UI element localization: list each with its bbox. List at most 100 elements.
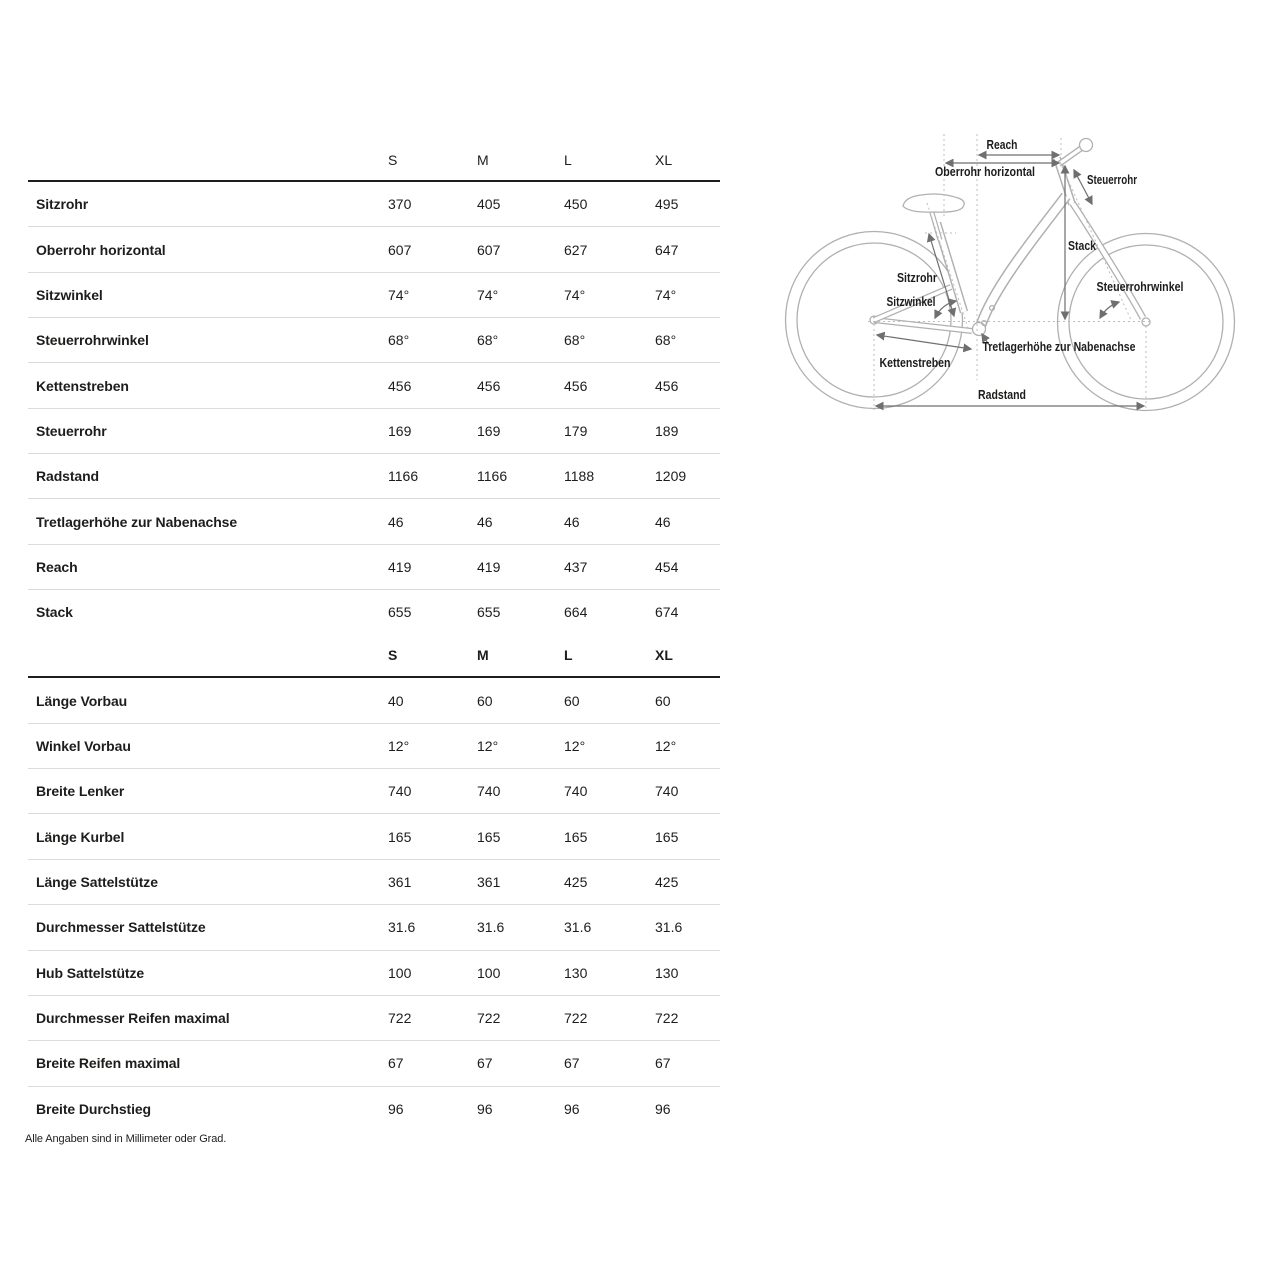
row-value: 31.6 bbox=[477, 919, 505, 936]
row-value: 425 bbox=[564, 873, 588, 890]
table-row: Radstand 1166 1166 1188 1209 bbox=[28, 453, 720, 498]
row-value: 740 bbox=[655, 783, 679, 800]
table-row: Sitzrohr 370 405 450 495 bbox=[28, 182, 720, 226]
row-value: 31.6 bbox=[655, 919, 683, 936]
row-label: Radstand bbox=[36, 468, 99, 485]
row-value: 1209 bbox=[655, 468, 687, 485]
tretlagerhoehe-pointer bbox=[981, 332, 990, 346]
row-label: Breite Lenker bbox=[36, 783, 125, 800]
diagram-labels: Reach Oberrohr horizontal Steuerrohr Sta… bbox=[880, 137, 1184, 402]
stem-handlebar bbox=[1057, 137, 1094, 167]
table-row: Reach 419 419 437 454 bbox=[28, 543, 720, 589]
row-value: 456 bbox=[564, 377, 588, 394]
reach-label: Reach bbox=[987, 137, 1018, 152]
saddle bbox=[902, 193, 965, 213]
row-value: 664 bbox=[564, 604, 588, 621]
chainstay bbox=[873, 317, 973, 334]
row-label: Breite Durchstieg bbox=[36, 1100, 151, 1117]
row-value: 46 bbox=[388, 513, 404, 530]
radstand-label: Radstand bbox=[978, 387, 1026, 402]
row-value: 74° bbox=[477, 286, 499, 303]
table-row: Sitzwinkel 74° 74° 74° 74° bbox=[28, 271, 720, 317]
row-value: 722 bbox=[477, 1010, 501, 1027]
size-header-s: S bbox=[388, 647, 398, 664]
steuerrohr-arrow bbox=[1073, 168, 1093, 206]
tretlagerhoehe-label: Tretlagerhöhe zur Nabenachse bbox=[983, 339, 1136, 354]
geometry-table: S M L XL Sitzrohr 370 405 450 495 Oberrohr horizo… bbox=[28, 140, 720, 1131]
kettenstreben-label: Kettenstreben bbox=[880, 355, 951, 370]
table-row: Durchmesser Reifen maximal 722 722 722 722 bbox=[28, 994, 720, 1040]
rear-wheel-tire bbox=[784, 230, 964, 410]
table-row: Breite Durchstieg 96 96 96 96 bbox=[28, 1085, 720, 1131]
size-header-m: M bbox=[477, 152, 489, 168]
row-value: 165 bbox=[655, 828, 679, 845]
row-value: 12° bbox=[655, 737, 677, 754]
front-wheel-tire bbox=[1056, 232, 1236, 412]
row-value: 655 bbox=[477, 604, 501, 621]
row-value: 96 bbox=[564, 1100, 580, 1117]
table-row: Steuerrohr 169 169 179 189 bbox=[28, 407, 720, 453]
row-value: 189 bbox=[655, 422, 679, 439]
row-value: 31.6 bbox=[564, 919, 592, 936]
row-value: 722 bbox=[655, 1010, 679, 1027]
stack-label: Stack bbox=[1068, 238, 1097, 253]
row-value: 12° bbox=[388, 737, 410, 754]
row-value: 60 bbox=[655, 692, 671, 709]
table-row: Oberrohr horizontal 607 607 627 647 bbox=[28, 226, 720, 271]
table-row: Durchmesser Sattelstütze 31.6 31.6 31.6 31.6 bbox=[28, 904, 720, 949]
row-value: 454 bbox=[655, 558, 679, 575]
row-label: Durchmesser Sattelstütze bbox=[36, 919, 206, 936]
row-value: 67 bbox=[477, 1055, 493, 1072]
row-value: 74° bbox=[564, 286, 586, 303]
footnote: Alle Angaben sind in Millimeter oder Gra… bbox=[25, 1133, 227, 1145]
component-rows: Länge Vorbau 40 60 60 60 Winkel Vorbau 12° 12° 1… bbox=[28, 678, 720, 1130]
row-label: Breite Reifen maximal bbox=[36, 1055, 181, 1072]
row-label: Winkel Vorbau bbox=[36, 737, 131, 754]
row-value: 68° bbox=[477, 332, 499, 349]
bike-line-art bbox=[784, 137, 1236, 412]
row-value: 456 bbox=[655, 377, 679, 394]
row-value: 425 bbox=[655, 873, 679, 890]
row-value: 74° bbox=[388, 286, 410, 303]
row-value: 100 bbox=[388, 964, 412, 981]
table-row: Länge Sattelstütze 361 361 425 425 bbox=[28, 858, 720, 904]
table-row: Breite Reifen maximal 67 67 67 67 bbox=[28, 1040, 720, 1085]
row-value: 1166 bbox=[388, 468, 419, 485]
row-value: 456 bbox=[388, 377, 412, 394]
row-value: 40 bbox=[388, 692, 404, 709]
frame-bolt bbox=[980, 319, 988, 327]
row-label: Länge Kurbel bbox=[36, 828, 125, 845]
row-value: 450 bbox=[564, 196, 588, 213]
size-header-l: L bbox=[564, 152, 572, 168]
row-value: 405 bbox=[477, 196, 501, 213]
dimension-arrows bbox=[874, 150, 1146, 411]
size-header-row: S M L XL bbox=[28, 140, 720, 182]
table-row: Stack 655 655 664 674 bbox=[28, 589, 720, 634]
row-value: 74° bbox=[655, 286, 677, 303]
row-value: 419 bbox=[477, 558, 501, 575]
rear-wheel-rim bbox=[796, 242, 952, 398]
row-label: Steuerrohr bbox=[36, 422, 107, 439]
row-label: Länge Sattelstütze bbox=[36, 873, 158, 890]
size-header-m: M bbox=[477, 647, 489, 664]
row-label: Sitzwinkel bbox=[36, 286, 103, 303]
row-label: Sitzrohr bbox=[36, 196, 89, 213]
table-row: Länge Vorbau 40 60 60 60 bbox=[28, 678, 720, 722]
row-value: 68° bbox=[388, 332, 410, 349]
row-value: 607 bbox=[388, 241, 412, 258]
table-row: Breite Lenker 740 740 740 740 bbox=[28, 768, 720, 813]
row-label: Hub Sattelstütze bbox=[36, 964, 145, 981]
row-value: 1166 bbox=[477, 468, 508, 485]
steuerrohrwinkel-label: Steuerrohrwinkel bbox=[1097, 279, 1184, 294]
row-value: 495 bbox=[655, 196, 679, 213]
row-value: 12° bbox=[477, 737, 499, 754]
row-value: 165 bbox=[388, 828, 412, 845]
grip bbox=[1078, 137, 1094, 153]
row-value: 740 bbox=[564, 783, 588, 800]
row-label: Länge Vorbau bbox=[36, 692, 128, 709]
down-tube bbox=[975, 192, 1071, 327]
row-value: 12° bbox=[564, 737, 586, 754]
row-value: 60 bbox=[477, 692, 493, 709]
row-value: 419 bbox=[388, 558, 412, 575]
